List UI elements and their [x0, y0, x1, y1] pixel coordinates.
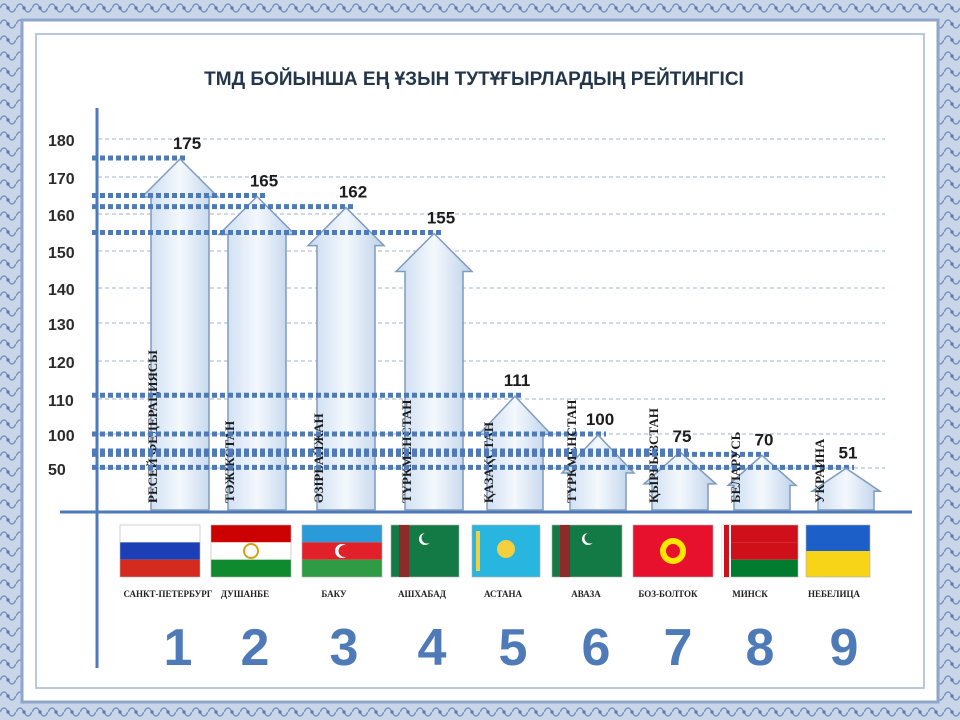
flag-stripe: [211, 525, 291, 543]
flag-ornament: [724, 525, 729, 577]
flag-outline: [551, 524, 623, 578]
y-tick-labels: 180 170 160 150 140 130 120 110 100 50: [48, 133, 75, 479]
flag-stripe: [120, 542, 200, 560]
flag-emblem: [338, 545, 351, 557]
value-label: 75: [673, 427, 692, 446]
axes: [60, 108, 912, 668]
flag-stripe: [806, 551, 870, 577]
flag-carpet: [560, 525, 570, 577]
inner-frame: [35, 33, 925, 689]
flag-icon: [210, 524, 292, 578]
flag-icon: [805, 524, 871, 578]
flag-outline: [119, 524, 201, 578]
flag-ornament: [476, 531, 480, 571]
flag-outline: [632, 524, 714, 578]
country-label: РЕСЕЙ ФЕДЕРАЦИЯСЫ: [145, 350, 160, 503]
flag-carpet: [399, 525, 409, 577]
country-label: ТҮРКМЕНСТАН: [564, 400, 579, 503]
y-tick-label: 150: [48, 245, 75, 262]
value-label: 51: [839, 443, 858, 462]
country-label: ҚАЗАҚСТАН: [481, 422, 496, 503]
flag-stripe: [120, 525, 200, 543]
rank-number: 7: [664, 619, 693, 677]
flag-icon: [471, 524, 541, 578]
rank-number: 9: [830, 619, 859, 677]
city-label: АШХАБАД: [398, 589, 447, 599]
y-tick-label: 180: [48, 133, 75, 150]
flags: [119, 524, 871, 578]
city-label: БОЗ-БОЛТОК: [638, 589, 698, 599]
value-label: 165: [250, 172, 278, 191]
flag-outline: [471, 524, 541, 578]
flag-stripe: [302, 559, 382, 577]
country-label: ӘЗІРБАЙЖАН: [311, 413, 326, 503]
flag-icon: [390, 524, 460, 578]
flag-icon: [119, 524, 201, 578]
flag-icon: [301, 524, 383, 578]
value-label: 111: [504, 371, 531, 390]
y-tick-label: 50: [48, 462, 66, 479]
bar-arrow: [809, 467, 883, 511]
flag-stripe: [211, 542, 291, 560]
rank-number: 3: [330, 619, 359, 677]
flag-sun: [497, 540, 515, 558]
country-label: УКРАИНА: [812, 438, 827, 503]
city-labels: САНКТ-ПЕТЕРБУРГ ДУШАНБЕ БАКУ АШХАБАД АСТАНА А…: [123, 589, 860, 599]
flag-stripe: [120, 559, 200, 577]
rank-number: 5: [499, 619, 528, 677]
y-tick-label: 120: [48, 355, 75, 372]
y-tick-label: 140: [48, 282, 75, 299]
rank-number: 8: [746, 619, 775, 677]
flag-crescent: [584, 532, 596, 544]
rank-number: 2: [241, 619, 270, 677]
city-label: МИНСК: [732, 589, 768, 599]
y-tick-label: 160: [48, 208, 75, 225]
flag-stripe: [722, 559, 798, 577]
bar-arrow: [726, 454, 798, 511]
bar-arrow: [642, 450, 718, 511]
rank-number: 4: [418, 619, 447, 677]
flag-emblem: [243, 543, 259, 559]
value-label: 155: [427, 209, 455, 228]
city-label: ДУШАНБЕ: [221, 589, 269, 599]
y-tick-label: 130: [48, 317, 75, 334]
flag-outline: [210, 524, 292, 578]
bars: 175 РЕСЕЙ ФЕДЕРАЦИЯСЫ 165 ТӘЖІКСТАН 162 ӘЗІРБ…: [92, 134, 883, 511]
flag-icon: [721, 524, 799, 578]
flag-stripe: [722, 525, 798, 543]
rank-number: 6: [582, 619, 611, 677]
y-tick-label: 100: [48, 428, 75, 445]
flag-stripe: [806, 525, 870, 551]
y-tick-label: 110: [48, 393, 74, 410]
city-label: НЕБЕЛИЦА: [808, 589, 861, 599]
flag-stripe: [211, 559, 291, 577]
flag-icon: [551, 524, 623, 578]
flag-stripe: [722, 542, 798, 560]
value-label: 175: [173, 134, 201, 153]
value-label: 100: [586, 410, 614, 429]
city-label: АСТАНА: [484, 589, 523, 599]
value-label: 70: [755, 430, 774, 449]
flag-sun-ring: [666, 544, 680, 558]
city-label: БАКУ: [321, 589, 347, 599]
flag-outline: [390, 524, 460, 578]
flag-crescent: [421, 532, 433, 544]
city-label: САНКТ-ПЕТЕРБУРГ: [123, 589, 212, 599]
y-tick-label: 170: [48, 171, 75, 188]
flag-outline: [301, 524, 383, 578]
flag-outline: [805, 524, 871, 578]
bar-arrow: [394, 232, 474, 511]
country-label: ТӘЖІКСТАН: [222, 421, 237, 503]
value-label: 162: [339, 183, 367, 202]
flag-stripe: [302, 525, 382, 543]
chart-title: ТМД БОЙЫНША ЕҢ ҰЗЫН ТУТҰҒЫРЛАРДЫҢ РЕЙТИН…: [204, 68, 744, 90]
rank-number: 1: [164, 619, 193, 677]
flag-icon: [632, 524, 714, 578]
city-label: АВАЗА: [571, 589, 601, 599]
